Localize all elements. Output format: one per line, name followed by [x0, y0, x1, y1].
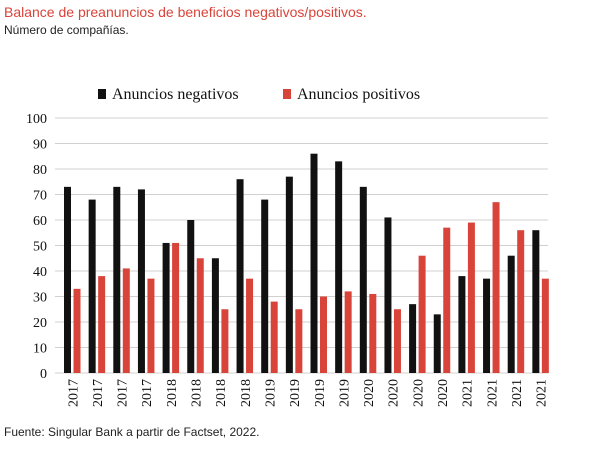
chart-title: Balance de preanuncios de beneficios neg… [4, 4, 367, 20]
bar-negative [113, 186, 121, 373]
x-tick-label: 2019 [263, 379, 278, 407]
bar-positive [517, 230, 525, 373]
x-tick-label: 2020 [362, 379, 377, 407]
x-tick-label: 2020 [387, 379, 402, 407]
bar-negative [285, 176, 293, 373]
x-tick-label: 2019 [337, 379, 352, 407]
gridlines [55, 117, 548, 374]
bar-positive [393, 309, 401, 373]
bar-positive [122, 268, 130, 373]
bar-positive [295, 309, 303, 373]
y-tick-label: 30 [33, 291, 47, 306]
bar-positive [147, 278, 155, 373]
y-axis-ticks: 0 10 20 30 40 50 60 70 80 90 100 [26, 112, 47, 382]
x-tick-label: 2019 [313, 379, 328, 407]
y-tick-label: 20 [33, 316, 47, 331]
bar-negative [458, 276, 466, 373]
x-tick-label: 2019 [288, 379, 303, 407]
x-tick-label: 2021 [485, 379, 500, 407]
y-tick-label: 90 [33, 138, 47, 153]
x-tick-label: 2017 [116, 379, 131, 407]
bar-negative [88, 199, 96, 373]
x-tick-label: 2018 [239, 379, 254, 407]
bar-negative [187, 220, 195, 373]
bar-positive [73, 288, 81, 373]
bar-negative [310, 153, 318, 373]
bar-positive [246, 278, 254, 373]
source-note: Fuente: Singular Bank a partir de Factse… [4, 425, 260, 439]
bar-positive [196, 258, 204, 373]
legend-swatch [283, 89, 291, 99]
x-tick-label: 2018 [190, 379, 205, 407]
bar-positive [369, 293, 377, 373]
legend-label: Anuncios positivos [297, 86, 420, 103]
bar-positive [270, 301, 278, 373]
bar-positive [172, 242, 180, 373]
bar-positive [467, 222, 475, 373]
bar-negative [409, 304, 417, 373]
bar-negative [359, 186, 367, 373]
chart-subtitle: Número de compañías. [4, 23, 129, 37]
y-tick-label: 70 [33, 189, 47, 204]
legend-swatch [98, 89, 106, 99]
legend: Anuncios negativos Anuncios positivos [98, 86, 420, 103]
x-tick-label: 2017 [66, 379, 81, 407]
bars [64, 153, 549, 373]
bar-negative [64, 186, 71, 373]
bar-negative [211, 258, 219, 373]
bar-negative [335, 161, 343, 373]
bar-negative [507, 255, 515, 373]
y-tick-label: 60 [33, 214, 47, 229]
x-tick-label: 2021 [461, 379, 476, 407]
bar-positive [98, 276, 106, 373]
x-tick-label: 2017 [91, 379, 106, 407]
x-tick-label: 2017 [140, 379, 155, 407]
y-tick-label: 40 [33, 265, 47, 280]
bar-positive [344, 291, 352, 373]
bar-positive [541, 278, 549, 373]
bar-positive [221, 309, 229, 373]
y-tick-label: 50 [33, 240, 47, 255]
x-tick-label: 2021 [510, 379, 525, 407]
legend-label: Anuncios negativos [112, 86, 239, 103]
bar-positive [418, 255, 426, 373]
y-tick-label: 0 [40, 367, 47, 382]
x-tick-label: 2018 [214, 379, 229, 407]
y-tick-label: 100 [26, 112, 47, 127]
bar-positive [320, 296, 327, 373]
x-tick-label: 2021 [535, 379, 550, 407]
x-tick-label: 2018 [165, 379, 180, 407]
bar-negative [236, 179, 244, 373]
x-axis-ticks: 2017 2017 2017 2017 2018 2018 2018 2018 2019 2019… [66, 379, 549, 407]
y-tick-label: 10 [33, 342, 47, 357]
bar-negative [532, 230, 540, 373]
bar-positive [443, 227, 451, 373]
bar-negative [384, 217, 392, 373]
bar-positive [492, 202, 500, 373]
x-tick-label: 2020 [411, 379, 426, 407]
bar-negative [137, 189, 145, 373]
bar-negative [433, 314, 441, 373]
bar-negative [483, 278, 491, 373]
x-tick-label: 2020 [436, 379, 451, 407]
bar-negative [162, 242, 170, 373]
bar-negative [261, 199, 269, 373]
y-tick-label: 80 [33, 163, 47, 178]
